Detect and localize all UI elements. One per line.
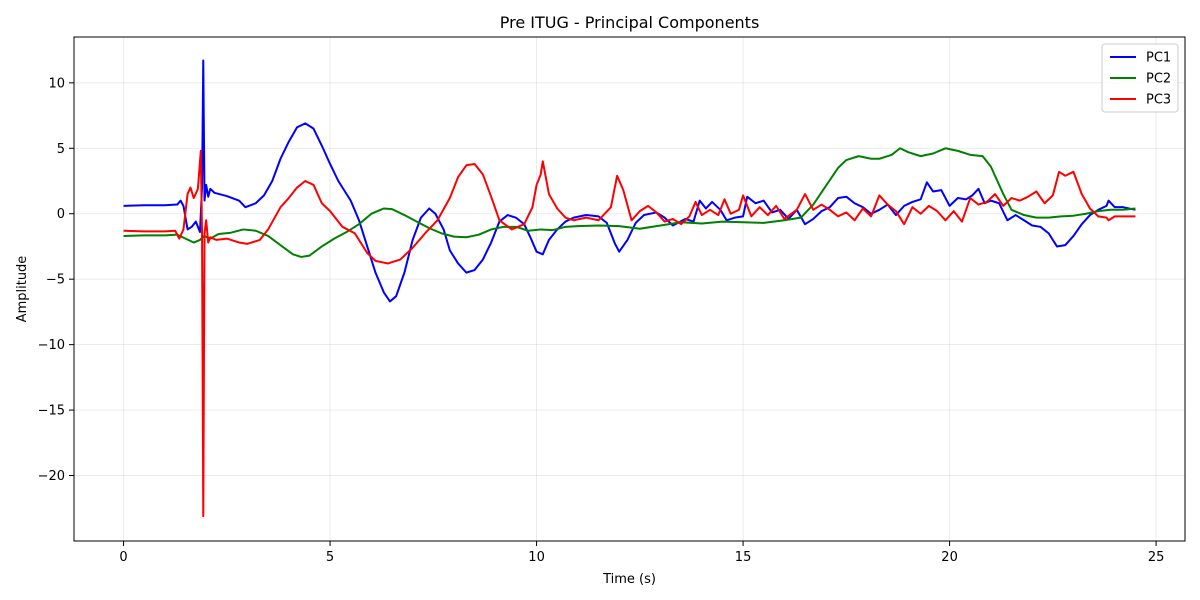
- axes-frame: [73, 36, 1186, 542]
- y-tick-label: −20: [38, 469, 65, 484]
- y-tick-label: 10: [48, 76, 65, 91]
- legend-label-pc2: PC2: [1146, 72, 1171, 87]
- series-line-pc3: [123, 149, 1136, 518]
- x-tick-label: 10: [528, 550, 545, 565]
- x-tick-label: 0: [119, 550, 127, 565]
- x-tick-label: 20: [941, 550, 958, 565]
- y-tick-label: 5: [57, 142, 65, 157]
- x-axis-ticks: 0 5 10 15 20 25: [119, 541, 1164, 565]
- y-axis-ticks: −20 −15 −10 −5 0 5 10: [38, 76, 74, 484]
- series-line-pc2: [123, 147, 1136, 258]
- gridlines: [74, 37, 1185, 541]
- chart-title: Pre ITUG - Principal Components: [500, 13, 760, 32]
- plot-series: [123, 59, 1136, 518]
- legend: PC1 PC2 PC3: [1101, 43, 1179, 113]
- y-tick-label: 0: [57, 207, 65, 222]
- legend-label-pc3: PC3: [1146, 93, 1171, 108]
- x-tick-label: 5: [326, 550, 334, 565]
- y-tick-label: −10: [38, 338, 65, 353]
- x-tick-label: 25: [1148, 550, 1165, 565]
- y-tick-label: −5: [46, 273, 65, 288]
- legend-box: [1101, 43, 1179, 113]
- legend-label-pc1: PC1: [1146, 51, 1171, 66]
- x-tick-label: 15: [735, 550, 752, 565]
- series-line-pc1: [123, 59, 1136, 303]
- x-axis-label: Time (s): [602, 572, 656, 587]
- y-tick-label: −15: [38, 404, 65, 419]
- y-axis-label: Amplitude: [15, 256, 30, 323]
